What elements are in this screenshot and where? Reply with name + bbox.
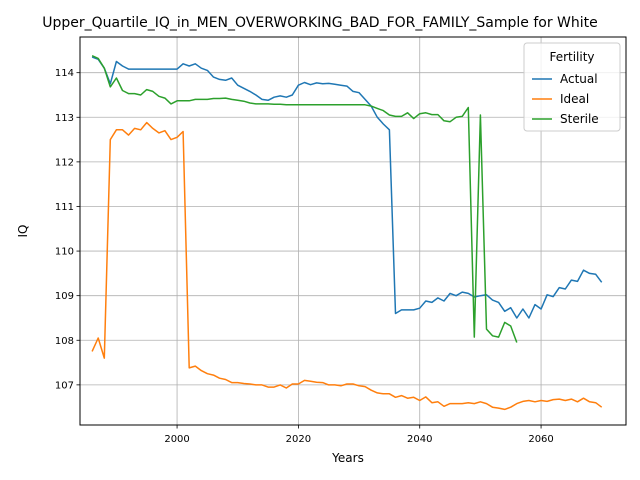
- legend-label-ideal: Ideal: [560, 92, 589, 106]
- legend-items: Actual Ideal Sterile: [532, 72, 599, 126]
- y-tick-label: 113: [55, 113, 74, 124]
- x-tick-label: 2020: [286, 434, 311, 445]
- y-tick-label: 111: [55, 202, 74, 213]
- legend-label-actual: Actual: [560, 72, 598, 86]
- x-axis-ticks: 2000 2020 2040 2060: [164, 425, 554, 445]
- series-line-sterile: [91, 55, 518, 343]
- x-tick-label: 2060: [528, 434, 553, 445]
- legend-title: Fertility: [549, 50, 594, 64]
- x-tick-label: 2040: [407, 434, 432, 445]
- y-tick-label: 110: [55, 247, 74, 258]
- series-line-ideal: [91, 121, 603, 411]
- y-tick-label: 112: [55, 157, 74, 168]
- y-axis-label: IQ: [16, 225, 30, 238]
- plot-area-frame: [79, 36, 627, 426]
- chart-title: Upper_Quartile_IQ_in_MEN_OVERWORKING_BAD…: [42, 15, 598, 31]
- series-lines: [91, 55, 603, 411]
- x-axis-label: Years: [331, 451, 364, 465]
- series-line-actual: [91, 56, 603, 319]
- y-tick-label: 114: [55, 68, 74, 79]
- x-tick-label: 2000: [164, 434, 189, 445]
- legend: Fertility Actual Ideal Sterile: [523, 42, 621, 132]
- y-tick-label: 107: [55, 380, 74, 391]
- y-tick-label: 109: [55, 291, 74, 302]
- legend-box: [523, 42, 621, 132]
- legend-label-sterile: Sterile: [560, 112, 599, 126]
- y-axis-ticks: 107 108 109 110 111 112 113 114: [55, 68, 80, 391]
- y-tick-label: 108: [55, 336, 74, 347]
